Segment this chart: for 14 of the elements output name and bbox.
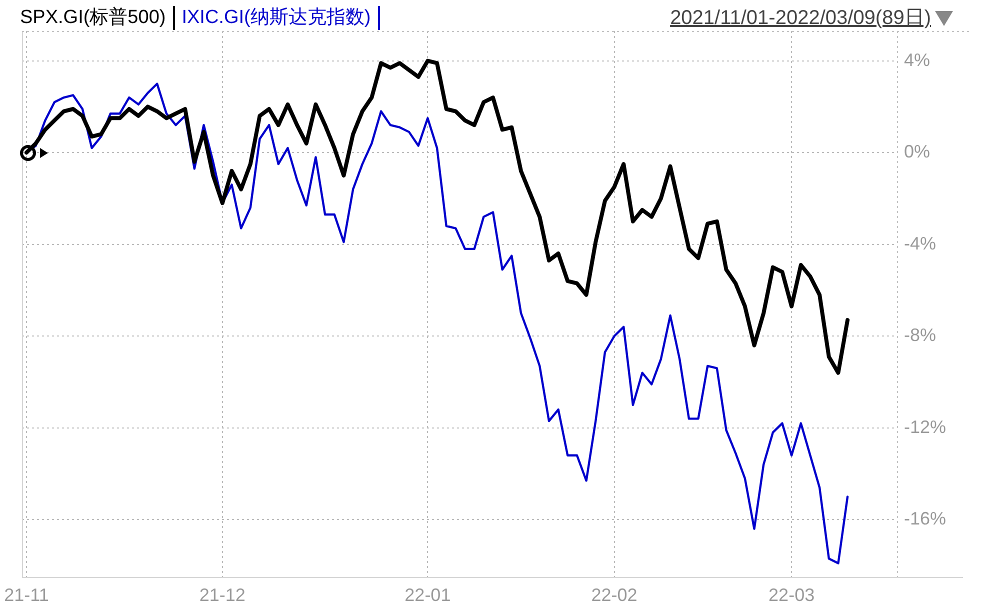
y-tick-label: 0% <box>904 142 930 162</box>
y-tick-label: -8% <box>904 325 936 346</box>
x-tick-label: 22-02 <box>591 584 638 605</box>
y-tick-label: 4% <box>904 50 930 70</box>
y-tick-label: -4% <box>904 233 936 254</box>
x-tick-label: 22-01 <box>404 584 451 605</box>
text: 2021/11/01-2022/03/09(89日) <box>670 6 931 30</box>
y-tick-label: -12% <box>904 416 946 437</box>
x-tick-label: 21-11 <box>4 584 49 605</box>
x-tick-label: 22-03 <box>768 584 815 605</box>
legend-label: IXIC.GI(纳斯达克指数) <box>182 6 380 30</box>
legend-label: SPX.GI(标普500) <box>20 6 175 30</box>
x-tick-label: 21-12 <box>199 584 246 605</box>
y-tick-label: -16% <box>904 508 946 529</box>
